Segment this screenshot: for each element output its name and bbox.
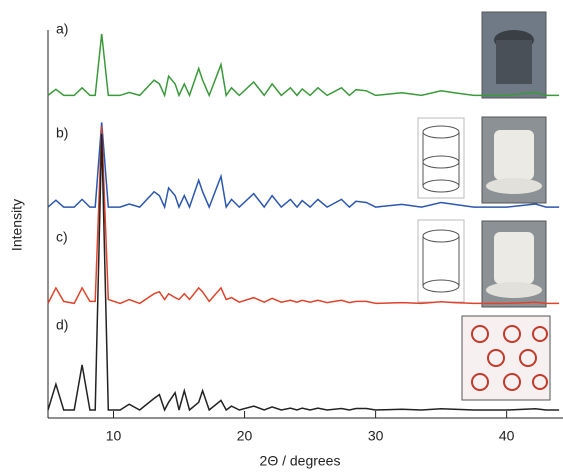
inset-shape (486, 282, 542, 298)
series-label: b) (56, 125, 68, 141)
insets (417, 11, 551, 401)
inset-shape (486, 178, 542, 194)
inset-cylinder (417, 117, 465, 303)
inset-shape (494, 232, 534, 284)
pattern-line (47, 133, 560, 412)
series-label: a) (56, 21, 68, 37)
x-tick-label: 20 (237, 428, 253, 444)
x-tick-label: 40 (499, 428, 515, 444)
y-axis-label: Intensity (9, 199, 25, 251)
inset-structure-rings (471, 325, 548, 391)
x-axis-label: 2Θ / degrees (260, 453, 341, 469)
pattern-line (47, 33, 560, 98)
series-label: c) (56, 229, 68, 245)
series-label: d) (56, 317, 68, 333)
pattern-line (47, 126, 560, 305)
x-tick-label: 10 (106, 428, 122, 444)
pattern-line (47, 122, 560, 210)
inset-shape (494, 130, 534, 180)
inset-shape (496, 40, 532, 84)
x-tick-label: 30 (368, 428, 384, 444)
